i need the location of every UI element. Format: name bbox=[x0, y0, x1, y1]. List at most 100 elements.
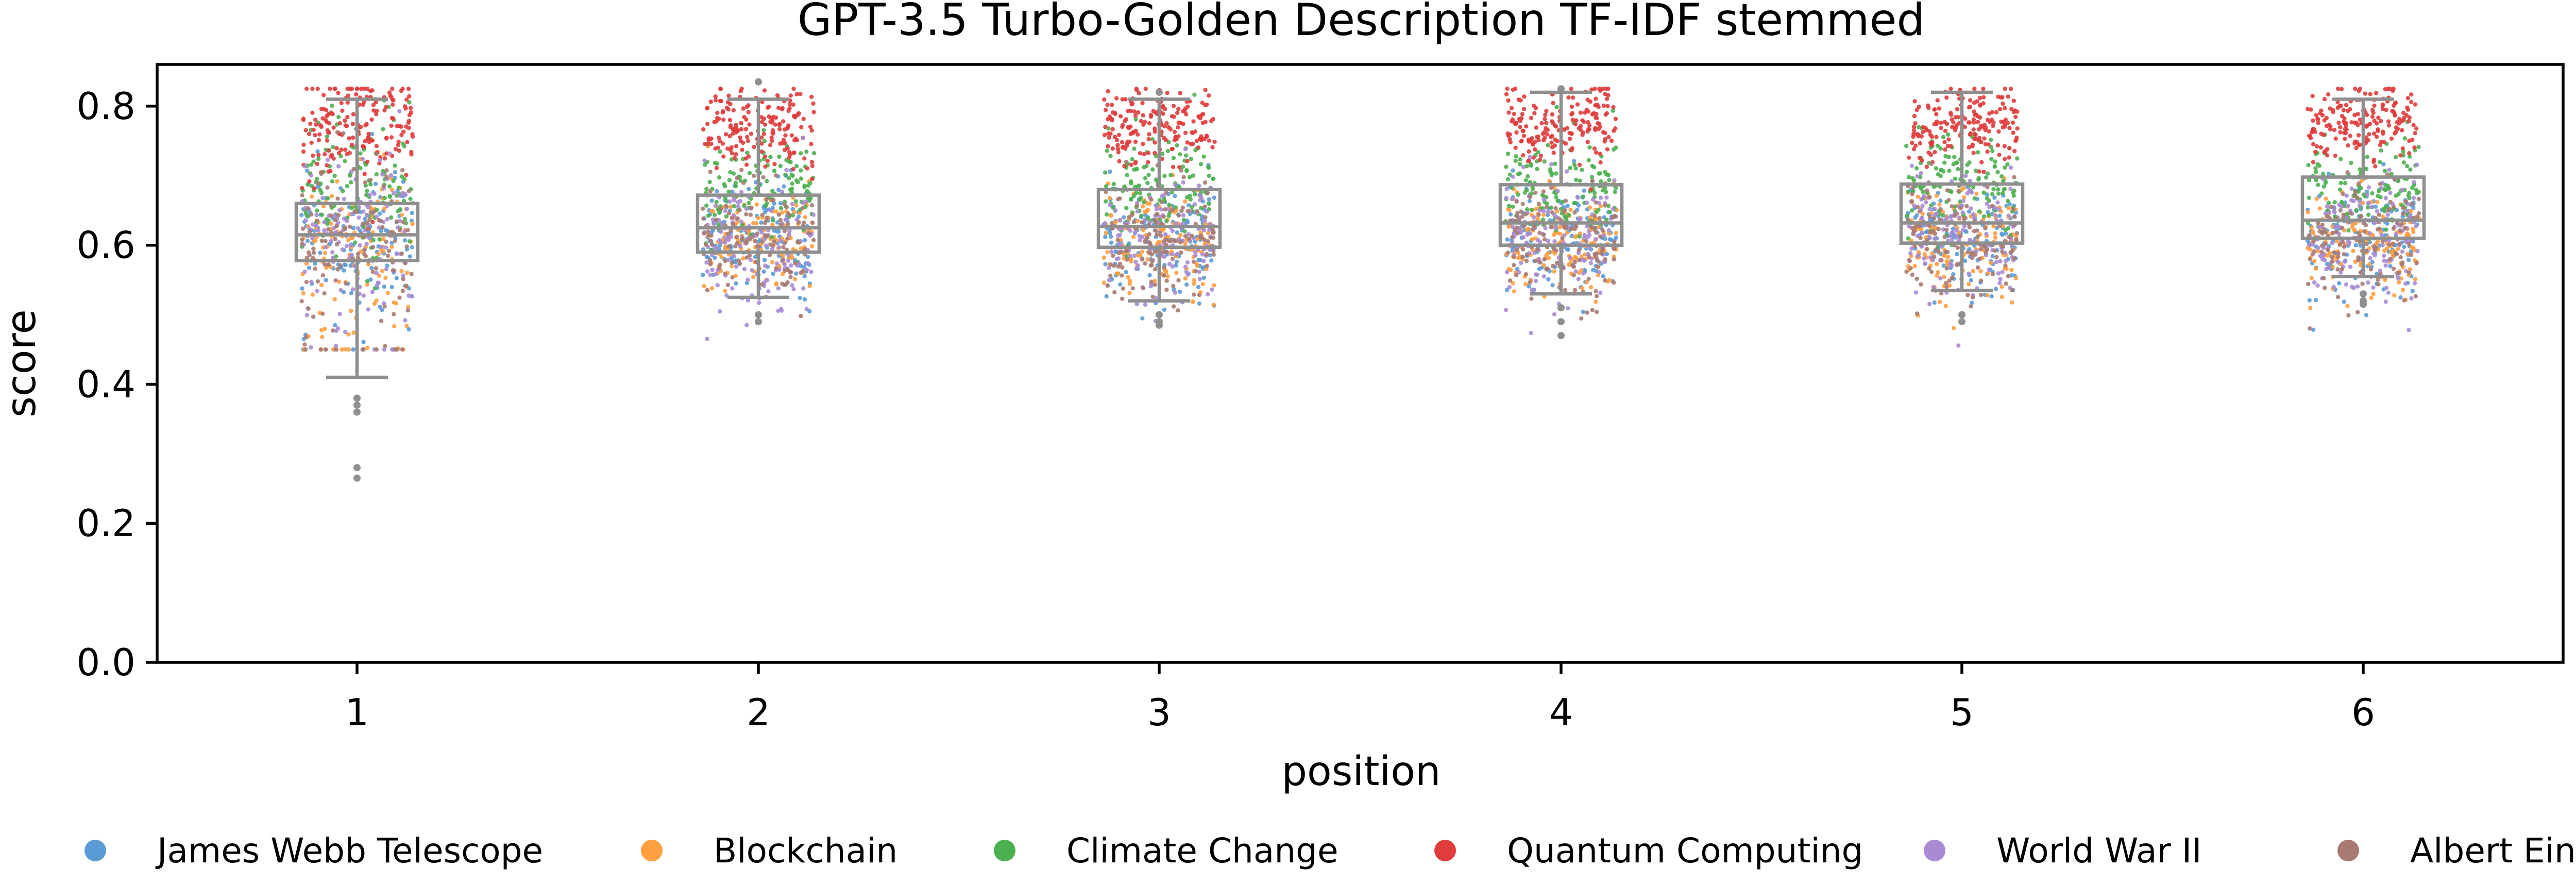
data-point bbox=[726, 190, 731, 194]
data-point bbox=[805, 268, 809, 272]
data-point bbox=[1934, 112, 1938, 116]
data-point bbox=[311, 222, 315, 226]
data-point bbox=[2411, 246, 2415, 250]
data-point bbox=[1972, 151, 1976, 155]
data-point bbox=[1147, 121, 1151, 125]
data-point bbox=[1916, 195, 1920, 199]
data-point bbox=[320, 213, 324, 217]
data-point bbox=[2414, 126, 2418, 130]
data-point bbox=[1118, 218, 1122, 222]
data-point bbox=[1520, 112, 1524, 116]
data-point bbox=[2382, 254, 2386, 258]
data-point bbox=[307, 307, 311, 311]
data-point bbox=[1529, 116, 1533, 120]
data-point bbox=[2350, 285, 2354, 289]
data-point bbox=[1134, 191, 1138, 195]
data-point bbox=[1521, 247, 1525, 251]
data-point bbox=[1936, 144, 1940, 148]
data-point bbox=[1973, 132, 1977, 136]
data-point bbox=[1533, 140, 1537, 144]
data-point bbox=[1141, 142, 1145, 146]
data-point bbox=[805, 189, 809, 193]
data-point bbox=[2413, 102, 2417, 106]
data-point bbox=[777, 155, 781, 159]
data-point bbox=[1526, 174, 1530, 178]
data-point bbox=[2331, 108, 2335, 112]
data-point bbox=[1512, 255, 1516, 259]
data-point bbox=[2356, 255, 2360, 259]
data-point bbox=[410, 211, 414, 215]
data-point bbox=[708, 180, 712, 184]
data-point bbox=[2308, 257, 2312, 261]
data-point bbox=[404, 97, 409, 102]
data-point bbox=[337, 121, 342, 125]
data-point bbox=[310, 194, 314, 198]
data-point bbox=[2326, 254, 2330, 258]
data-point bbox=[2381, 131, 2385, 136]
data-point bbox=[391, 268, 395, 272]
data-point bbox=[1946, 137, 1951, 141]
data-point bbox=[2403, 226, 2407, 230]
data-point bbox=[403, 193, 408, 197]
data-point bbox=[1587, 255, 1591, 259]
data-point bbox=[1590, 112, 1595, 116]
data-point bbox=[1153, 140, 1157, 144]
data-point bbox=[2415, 249, 2419, 253]
data-point bbox=[1514, 199, 1518, 204]
data-point bbox=[744, 162, 749, 166]
data-point bbox=[763, 164, 767, 169]
data-point bbox=[1525, 253, 1529, 257]
data-point bbox=[723, 289, 727, 293]
data-point bbox=[789, 263, 793, 268]
data-point bbox=[1546, 210, 1550, 214]
data-point bbox=[1976, 234, 1980, 238]
data-point bbox=[2357, 89, 2361, 93]
data-point bbox=[1996, 192, 2001, 196]
data-point bbox=[2357, 133, 2361, 137]
data-point bbox=[2342, 252, 2346, 256]
data-point bbox=[1961, 228, 1965, 232]
data-point bbox=[763, 221, 767, 225]
data-point bbox=[1153, 151, 1157, 155]
data-point bbox=[343, 147, 347, 152]
data-point bbox=[350, 143, 354, 147]
data-point bbox=[2350, 222, 2354, 226]
data-point bbox=[778, 201, 783, 205]
data-point bbox=[730, 260, 734, 264]
data-point bbox=[1950, 276, 1954, 280]
data-point bbox=[2385, 212, 2389, 216]
data-point bbox=[727, 211, 731, 215]
data-point bbox=[1524, 259, 1529, 263]
data-point bbox=[2365, 192, 2369, 196]
data-point bbox=[790, 283, 794, 287]
data-point bbox=[1209, 119, 1213, 123]
data-point bbox=[1193, 192, 1197, 196]
data-point bbox=[309, 280, 313, 284]
data-point bbox=[1519, 139, 1523, 143]
data-point bbox=[1516, 192, 1520, 196]
data-point bbox=[304, 280, 309, 284]
data-point bbox=[2406, 258, 2411, 262]
data-point bbox=[1978, 96, 1982, 100]
data-point bbox=[1190, 234, 1194, 238]
data-point bbox=[1106, 144, 1110, 148]
data-point bbox=[408, 239, 412, 243]
data-point bbox=[331, 125, 335, 129]
data-point bbox=[1136, 219, 1140, 223]
data-point bbox=[1196, 258, 1200, 262]
data-point bbox=[2345, 170, 2349, 174]
data-point bbox=[761, 175, 765, 179]
data-point bbox=[345, 244, 349, 248]
data-point bbox=[309, 141, 313, 145]
data-point bbox=[2408, 168, 2412, 172]
data-point bbox=[1143, 176, 1147, 180]
data-point bbox=[2324, 196, 2328, 201]
data-point bbox=[343, 262, 347, 266]
data-point bbox=[411, 222, 415, 226]
data-point bbox=[2322, 227, 2326, 231]
data-point bbox=[1913, 215, 1917, 220]
data-point bbox=[2343, 137, 2347, 141]
data-point bbox=[789, 93, 793, 97]
data-point bbox=[799, 314, 803, 318]
data-point bbox=[723, 272, 727, 276]
